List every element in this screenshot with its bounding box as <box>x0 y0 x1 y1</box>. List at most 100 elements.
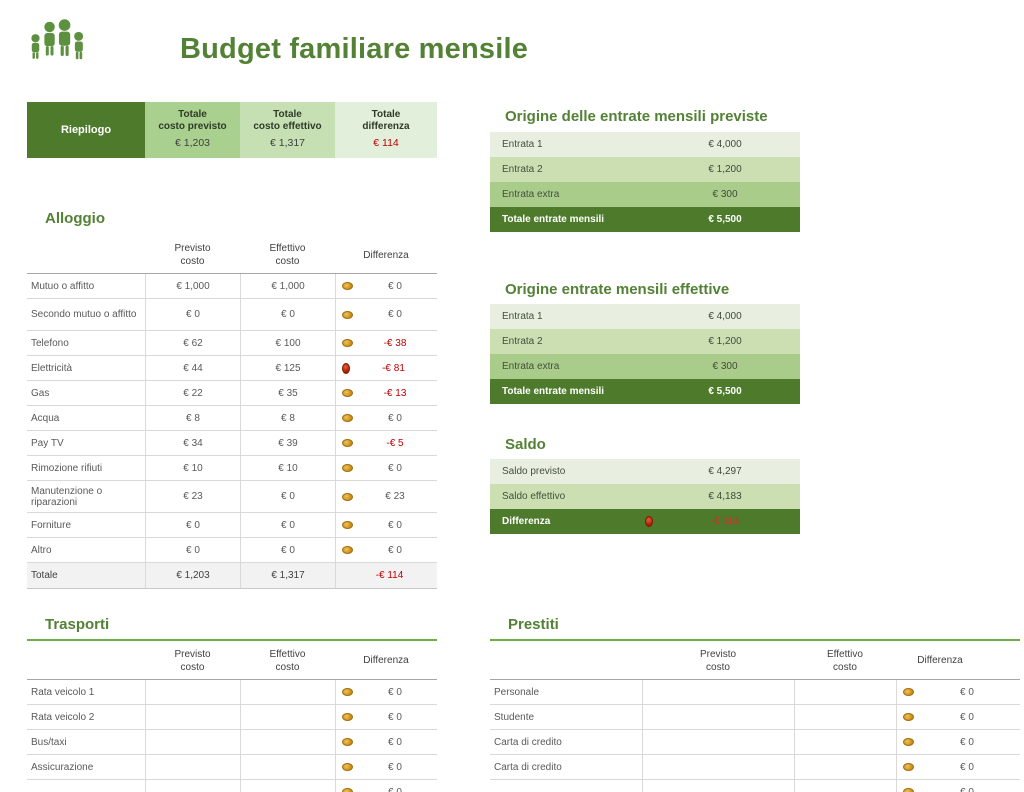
cell-value[interactable]: -€ 114 <box>711 516 739 527</box>
summary-label: Totale <box>178 109 207 120</box>
cell-effettivo[interactable]: € 0 <box>240 299 335 330</box>
cell-previsto[interactable]: € 34 <box>145 431 240 455</box>
cell-effettivo[interactable]: € 10 <box>240 456 335 480</box>
cell-effettivo[interactable] <box>794 705 896 729</box>
cell-effettivo[interactable] <box>240 680 335 704</box>
cell-value[interactable]: € 5,500 <box>708 386 742 397</box>
table-row: Studente € 0 <box>490 705 1020 730</box>
cell-differenza[interactable]: -€ 5 <box>335 431 437 455</box>
cell-differenza[interactable]: € 0 <box>896 780 1020 792</box>
coin-status-icon <box>903 688 914 696</box>
cell-effettivo[interactable]: € 8 <box>240 406 335 430</box>
cell-previsto[interactable]: € 0 <box>145 299 240 330</box>
cell-previsto[interactable]: € 1,203 <box>145 563 240 588</box>
cell-previsto[interactable]: € 1,000 <box>145 274 240 298</box>
coin-status-icon <box>342 310 353 319</box>
cell-differenza[interactable]: € 0 <box>896 730 1020 754</box>
cell-effettivo[interactable]: € 1,000 <box>240 274 335 298</box>
cell-value[interactable]: € 4,000 <box>708 139 742 150</box>
cell-differenza[interactable]: € 0 <box>335 755 437 779</box>
cell-effettivo[interactable] <box>240 755 335 779</box>
cell-differenza[interactable]: € 0 <box>335 513 437 537</box>
cell-value[interactable]: € 5,500 <box>708 214 742 225</box>
cell-previsto[interactable] <box>145 705 240 729</box>
cell-differenza[interactable]: € 23 <box>335 481 437 512</box>
cell-effettivo[interactable]: € 1,317 <box>240 563 335 588</box>
riepilogo-header-cell[interactable]: Riepilogo <box>27 102 145 158</box>
cell-previsto[interactable]: € 8 <box>145 406 240 430</box>
cell-previsto[interactable]: € 0 <box>145 538 240 562</box>
section-title-trasporti: Trasporti <box>45 616 110 633</box>
cell-differenza[interactable]: € 0 <box>335 274 437 298</box>
cell-previsto[interactable] <box>145 780 240 792</box>
coin-status-icon <box>342 389 353 397</box>
cell-effettivo[interactable] <box>794 680 896 704</box>
cell-previsto[interactable] <box>642 780 794 792</box>
cell-effettivo[interactable]: € 39 <box>240 431 335 455</box>
cell-differenza[interactable]: € 0 <box>335 780 437 792</box>
differenza-value: -€ 81 <box>382 362 405 374</box>
cell-effettivo[interactable] <box>240 780 335 792</box>
cell-previsto[interactable]: € 44 <box>145 356 240 380</box>
cell-effettivo[interactable] <box>794 780 896 792</box>
header-line: costo <box>706 661 730 673</box>
cell-previsto[interactable] <box>642 730 794 754</box>
differenza-value: € 0 <box>388 786 402 792</box>
cell-differenza[interactable]: -€ 38 <box>335 331 437 355</box>
cell-differenza[interactable]: -€ 114 <box>335 563 437 588</box>
cell-value[interactable]: € 4,297 <box>708 466 742 477</box>
cell-value[interactable]: € 300 <box>712 361 738 372</box>
cell-differenza[interactable]: € 0 <box>335 456 437 480</box>
cell-differenza[interactable]: € 0 <box>896 680 1020 704</box>
cell-value[interactable]: € 4,183 <box>708 491 742 502</box>
summary-cell-costo-previsto[interactable]: Totale costo previsto € 1,203 <box>145 102 240 158</box>
header-line: Differenza <box>363 249 409 261</box>
cell-previsto[interactable]: € 62 <box>145 331 240 355</box>
cell-previsto[interactable] <box>642 705 794 729</box>
cell-differenza[interactable]: € 0 <box>335 299 437 330</box>
cell-differenza[interactable]: -€ 13 <box>335 381 437 405</box>
cell-effettivo[interactable]: € 0 <box>240 538 335 562</box>
cell-label: Carta di credito <box>494 736 562 748</box>
cell-previsto[interactable] <box>145 680 240 704</box>
summary-cell-costo-effettivo[interactable]: Totale costo effettivo € 1,317 <box>240 102 335 158</box>
cell-previsto[interactable] <box>642 680 794 704</box>
cell-label: Forniture <box>31 519 72 531</box>
cell-differenza[interactable]: € 0 <box>335 406 437 430</box>
cell-effettivo[interactable]: € 0 <box>240 513 335 537</box>
cell-value[interactable]: € 1,200 <box>708 164 742 175</box>
table-row: Rata veicolo 2 € 0 <box>27 705 437 730</box>
cell-previsto[interactable] <box>642 755 794 779</box>
cell-previsto[interactable]: € 23 <box>145 481 240 512</box>
cell-value[interactable]: € 4,000 <box>708 311 742 322</box>
table-total-row: Totale entrate mensili € 5,500 <box>490 207 800 232</box>
cell-effettivo[interactable] <box>240 705 335 729</box>
cell-differenza[interactable]: € 0 <box>896 705 1020 729</box>
cell-previsto[interactable] <box>145 730 240 754</box>
cell-differenza[interactable]: € 0 <box>335 538 437 562</box>
cell-effettivo[interactable]: € 0 <box>240 481 335 512</box>
cell-previsto[interactable]: € 10 <box>145 456 240 480</box>
section-title-entrate-effettive: Origine entrate mensili effettive <box>505 281 730 298</box>
cell-effettivo[interactable] <box>794 755 896 779</box>
summary-cell-differenza[interactable]: Totale differenza € 114 <box>335 102 437 158</box>
cell-effettivo[interactable] <box>794 730 896 754</box>
cell-effettivo[interactable]: € 100 <box>240 331 335 355</box>
table-row: Entrata 2 € 1,200 <box>490 157 800 182</box>
cell-value[interactable]: € 300 <box>712 189 738 200</box>
cell-value[interactable]: € 1,200 <box>708 336 742 347</box>
cell-previsto[interactable]: € 0 <box>145 513 240 537</box>
differenza-value: € 0 <box>960 761 974 773</box>
cell-previsto[interactable]: € 22 <box>145 381 240 405</box>
cell-effettivo[interactable] <box>240 730 335 754</box>
differenza-value: € 0 <box>388 309 402 320</box>
table-row: Assicurazione € 0 <box>27 755 437 780</box>
cell-differenza[interactable]: € 0 <box>335 680 437 704</box>
cell-differenza[interactable]: € 0 <box>335 705 437 729</box>
cell-effettivo[interactable]: € 125 <box>240 356 335 380</box>
cell-differenza[interactable]: € 0 <box>896 755 1020 779</box>
cell-differenza[interactable]: € 0 <box>335 730 437 754</box>
cell-previsto[interactable] <box>145 755 240 779</box>
cell-differenza[interactable]: -€ 81 <box>335 356 437 380</box>
cell-effettivo[interactable]: € 35 <box>240 381 335 405</box>
